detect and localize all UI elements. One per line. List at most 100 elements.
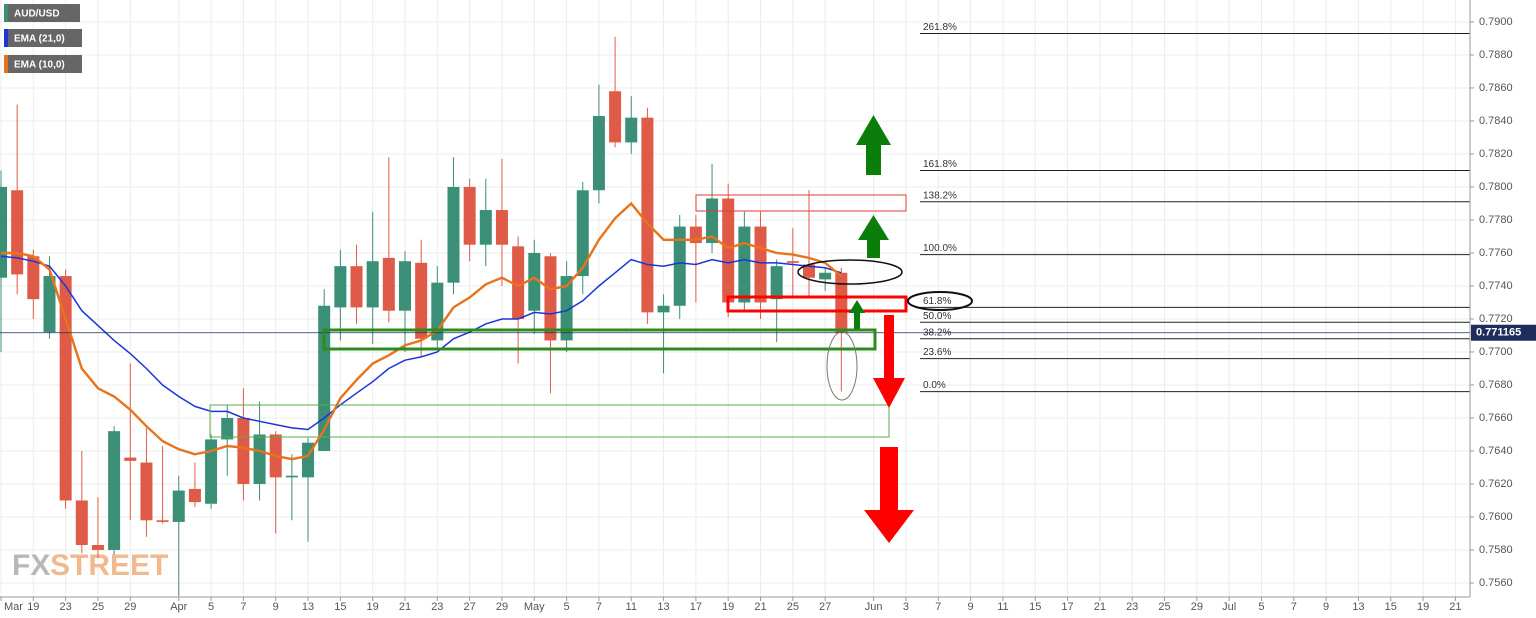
candle-body bbox=[770, 266, 783, 300]
fib-label: 61.8% bbox=[923, 296, 951, 307]
legend-swatch bbox=[4, 4, 8, 22]
up-arrow bbox=[849, 300, 865, 329]
fib-label: 23.6% bbox=[923, 347, 951, 358]
y-tick-label: 0.7700 bbox=[1479, 346, 1513, 358]
x-tick-label: 19 bbox=[27, 601, 39, 613]
candle-body bbox=[576, 190, 589, 277]
annotations bbox=[209, 115, 973, 543]
x-tick-label: 25 bbox=[92, 601, 104, 613]
legend-box bbox=[4, 55, 82, 73]
candle-body bbox=[382, 257, 395, 311]
up-arrow bbox=[858, 215, 889, 258]
candle-body bbox=[221, 417, 234, 440]
x-tick-label: 5 bbox=[208, 601, 214, 613]
x-tick-label: 9 bbox=[968, 601, 974, 613]
x-tick-label: 23 bbox=[431, 601, 443, 613]
candle-body bbox=[172, 490, 185, 522]
candle-body bbox=[722, 198, 735, 303]
x-tick-label: 19 bbox=[722, 601, 734, 613]
y-tick-label: 0.7660 bbox=[1479, 412, 1513, 424]
candle-body bbox=[27, 256, 40, 300]
support-box bbox=[209, 404, 890, 438]
candle-body bbox=[59, 276, 72, 501]
x-tick-label: 3 bbox=[903, 601, 909, 613]
candle-body bbox=[350, 266, 363, 308]
fib-label: 138.2% bbox=[923, 190, 957, 201]
up-arrow bbox=[856, 115, 891, 175]
y-tick-label: 0.7600 bbox=[1479, 511, 1513, 523]
candle-body bbox=[738, 226, 751, 303]
x-tick-label: 29 bbox=[496, 601, 508, 613]
resistance-zone bbox=[726, 295, 908, 313]
x-tick-label: 23 bbox=[60, 601, 72, 613]
ema-line bbox=[0, 255, 842, 431]
x-tick-label: Apr bbox=[170, 601, 187, 613]
candle-body bbox=[140, 462, 153, 521]
x-tick-label: 27 bbox=[819, 601, 831, 613]
last-price-box bbox=[1471, 324, 1536, 341]
x-tick-label: 29 bbox=[124, 601, 136, 613]
candle-body bbox=[592, 116, 605, 191]
fib-label: 100.0% bbox=[923, 243, 957, 254]
x-tick-label: 5 bbox=[1258, 601, 1264, 613]
x-tick-label: Mar bbox=[4, 601, 23, 613]
x-tick-label: 13 bbox=[657, 601, 669, 613]
candle-body bbox=[237, 417, 250, 484]
candle-body bbox=[609, 91, 622, 143]
candle-body bbox=[560, 276, 573, 341]
legend-swatch bbox=[4, 29, 8, 47]
legend-box bbox=[4, 4, 80, 22]
last-price-label: 0.771165 bbox=[1476, 327, 1521, 339]
y-tick-label: 0.7640 bbox=[1479, 445, 1513, 457]
x-tick-label: Jul bbox=[1222, 601, 1236, 613]
x-tick-label: 9 bbox=[1323, 601, 1329, 613]
legend-box bbox=[4, 29, 82, 47]
legend-label: EMA (10,0) bbox=[14, 60, 65, 71]
legend-label: AUD/USD bbox=[14, 9, 60, 20]
candle-body bbox=[479, 210, 492, 245]
candle-body bbox=[447, 186, 460, 283]
x-tick-label: 23 bbox=[1126, 601, 1138, 613]
candle-body bbox=[657, 305, 670, 313]
candle-body bbox=[641, 117, 654, 313]
x-tick-label: 21 bbox=[399, 601, 411, 613]
y-tick-label: 0.7620 bbox=[1479, 478, 1513, 490]
watermark-street: STREET bbox=[50, 549, 168, 582]
x-tick-label: 17 bbox=[1061, 601, 1073, 613]
watermark: FX STREET bbox=[12, 549, 168, 582]
x-tick-label: 15 bbox=[1385, 601, 1397, 613]
x-tick-label: 25 bbox=[787, 601, 799, 613]
x-tick-label: 11 bbox=[626, 601, 637, 613]
x-tick-label: 15 bbox=[334, 601, 346, 613]
x-tick-label: 7 bbox=[935, 601, 941, 613]
y-tick-label: 0.7680 bbox=[1479, 379, 1513, 391]
candle-body bbox=[188, 488, 201, 503]
down-arrow bbox=[864, 447, 914, 543]
candle-body bbox=[285, 475, 298, 478]
candle-body bbox=[399, 261, 411, 311]
x-tick-label: 13 bbox=[302, 601, 314, 613]
y-tick-label: 0.7820 bbox=[1479, 148, 1513, 160]
candle-body bbox=[819, 272, 832, 280]
candle-body bbox=[528, 252, 541, 311]
candle-body bbox=[253, 434, 266, 484]
x-tick-label: 19 bbox=[1417, 601, 1429, 613]
candle-body bbox=[124, 457, 137, 461]
y-tick-label: 0.7740 bbox=[1479, 280, 1513, 292]
y-tick-label: 0.7860 bbox=[1479, 82, 1513, 94]
legend: AUD/USD EMA (21,0) EMA (10,0) bbox=[4, 4, 82, 73]
y-tick-label: 0.7720 bbox=[1479, 313, 1513, 325]
x-tick-label: 29 bbox=[1191, 601, 1203, 613]
candle-body bbox=[625, 117, 638, 143]
x-tick-label: 7 bbox=[1291, 601, 1297, 613]
y-tick-label: 0.7840 bbox=[1479, 115, 1513, 127]
candle-body bbox=[786, 261, 799, 263]
candle-body bbox=[754, 226, 767, 303]
candle-body bbox=[0, 186, 7, 278]
ema-line bbox=[1, 201, 843, 461]
x-tick-label: 17 bbox=[690, 601, 702, 613]
candle-body bbox=[108, 431, 121, 550]
plot: 261.8%161.8%138.2%100.0%61.8%50.0%38.2%2… bbox=[0, 22, 1470, 597]
candle-body bbox=[463, 186, 476, 245]
